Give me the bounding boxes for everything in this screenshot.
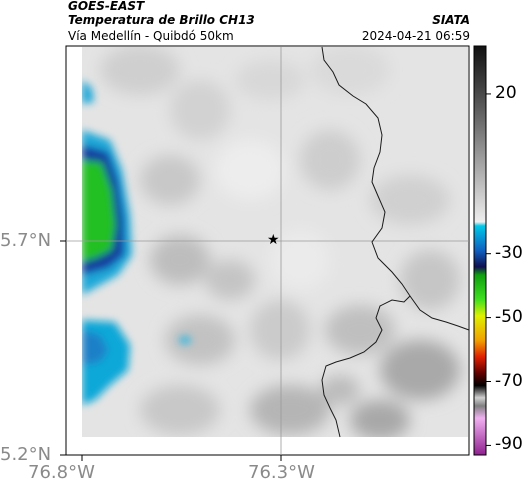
x-tick-label-1: 76.8°W [28,462,95,483]
location-marker: ★ [267,232,280,248]
colorbar-label-20: 20 [495,82,517,103]
department-border [321,46,411,438]
graticule [66,47,469,455]
y-tick-label-2: 5.2°N [0,444,52,465]
colorbar [473,45,487,456]
colorbar-label-minus70: -70 [495,370,523,391]
colorbar-ticks [486,93,491,446]
department-border-east [409,295,470,331]
colorbar-label-minus50: -50 [495,306,523,327]
colorbar-label-minus30: -30 [495,242,523,263]
satellite-title: GOES-EAST [68,0,145,13]
agency-label: SIATA [432,13,470,27]
datetime-label: 2024-04-21 06:59 [361,29,470,43]
colorbar-label-minus90: -90 [495,434,523,455]
x-tick-label-2: 76.3°W [248,462,315,483]
product-title: Temperatura de Brillo CH13 [68,13,255,27]
y-tick-label-1: 5.7°N [0,230,52,251]
route-subtitle: Vía Medellín - Quibdó 50km [68,29,234,43]
cold-cloud-region [82,80,191,405]
axis-ticks [60,240,282,461]
brightness-field [82,47,468,437]
